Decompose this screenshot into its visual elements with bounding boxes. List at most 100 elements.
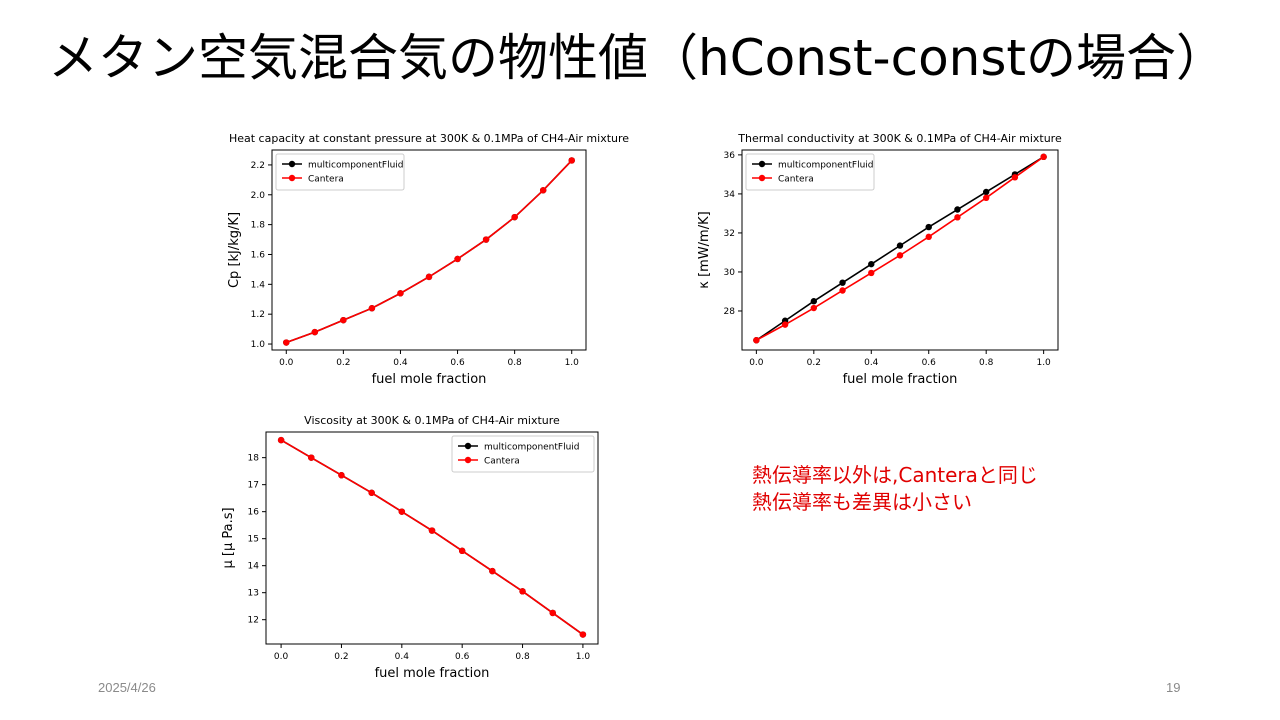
x-tick-label: 0.6	[455, 652, 470, 662]
data-point-Cantera	[1040, 153, 1047, 161]
annotation-note: 熱伝導率以外は,Canteraと同じ 熱伝導率も差異は小さい	[752, 462, 1038, 516]
x-tick-label: 0.2	[334, 652, 348, 662]
data-point-Cantera	[810, 304, 818, 312]
data-point-Cantera	[896, 252, 904, 259]
data-point-Cantera	[781, 321, 789, 328]
x-tick-label: 0.4	[395, 652, 410, 662]
legend-box	[451, 435, 595, 473]
x-tick-label: 0.4	[864, 358, 879, 368]
data-point-multicomponentFluid	[954, 206, 961, 213]
y-tick-label: 14	[248, 562, 260, 572]
plot-frame	[741, 149, 1059, 351]
data-point-multicomponentFluid	[839, 279, 846, 286]
legend-label: multicomponentFluid	[308, 161, 404, 171]
data-point-Cantera	[982, 194, 990, 202]
y-tick-label: 17	[248, 481, 259, 491]
data-point-Cantera	[398, 508, 406, 515]
data-point-Cantera	[283, 339, 290, 346]
x-tick-label: 0.0	[279, 358, 294, 368]
y-tick-label: 1.8	[251, 221, 266, 231]
data-point-Cantera	[868, 269, 875, 277]
data-point-Cantera	[489, 567, 496, 575]
data-point-multicomponentFluid	[810, 298, 818, 305]
y-axis-label: μ [μ Pa.s]	[221, 507, 236, 568]
data-point-Cantera	[954, 214, 961, 221]
legend-label: Cantera	[778, 175, 814, 185]
y-tick-label: 2.2	[251, 161, 265, 171]
slide-title: メタン空気混合気の物性値（hConst-constの場合）	[48, 29, 1227, 87]
data-point-Cantera	[397, 290, 404, 297]
data-point-Cantera	[308, 454, 315, 461]
y-tick-label: 18	[248, 454, 260, 464]
data-point-Cantera	[925, 233, 932, 241]
legend-marker	[464, 456, 472, 464]
chart-title: Heat capacity at constant pressure at 30…	[229, 132, 629, 145]
x-tick-label: 1.0	[565, 358, 580, 368]
y-axis-label: κ [mW/m/K]	[697, 211, 712, 288]
x-tick-label: 0.4	[393, 358, 408, 368]
y-tick-label: 1.6	[251, 250, 266, 260]
y-tick-label: 36	[724, 151, 736, 161]
data-point-Cantera	[454, 255, 461, 263]
y-tick-label: 13	[248, 589, 259, 599]
x-axis-label: fuel mole fraction	[372, 372, 487, 387]
x-tick-label: 0.2	[336, 358, 350, 368]
thermal-conductivity-chart: Thermal conductivity at 300K & 0.1MPa of…	[697, 132, 1062, 387]
legend-marker	[288, 174, 296, 182]
data-point-Cantera	[579, 631, 587, 638]
note-line-2: 熱伝導率も差異は小さい	[752, 490, 972, 514]
slide-date: 2025/4/26	[98, 680, 156, 695]
data-point-Cantera	[539, 187, 547, 194]
legend-marker	[288, 160, 296, 168]
slide-page-number: 19	[1166, 680, 1181, 695]
note-line-1: 熱伝導率以外は,Canteraと同じ	[752, 463, 1038, 487]
y-tick-label: 28	[724, 307, 736, 317]
y-tick-label: 32	[724, 229, 735, 239]
data-point-multicomponentFluid	[896, 242, 904, 249]
legend-marker	[464, 442, 472, 450]
data-point-Cantera	[368, 489, 375, 496]
y-tick-label: 16	[248, 508, 260, 518]
x-tick-label: 0.6	[450, 358, 465, 368]
data-point-Cantera	[425, 273, 433, 281]
x-tick-label: 1.0	[1036, 358, 1051, 368]
y-tick-label: 12	[248, 616, 259, 626]
x-tick-label: 0.0	[274, 652, 289, 662]
legend-label: Cantera	[308, 175, 344, 185]
x-tick-label: 0.6	[922, 358, 937, 368]
plot-frame	[271, 149, 587, 351]
y-tick-label: 1.0	[251, 340, 266, 350]
data-point-multicomponentFluid	[868, 260, 875, 268]
x-tick-label: 0.0	[749, 358, 764, 368]
data-point-Cantera	[549, 609, 556, 617]
chart-title: Thermal conductivity at 300K & 0.1MPa of…	[737, 132, 1062, 145]
heat-capacity-chart: Heat capacity at constant pressure at 30…	[227, 132, 629, 387]
data-point-Cantera	[482, 236, 490, 243]
legend-label: multicomponentFluid	[484, 443, 580, 453]
data-point-Cantera	[340, 316, 347, 324]
viscosity-chart: Viscosity at 300K & 0.1MPa of CH4-Air mi…	[221, 414, 599, 681]
data-point-Cantera	[368, 305, 376, 312]
y-tick-label: 30	[724, 268, 736, 278]
x-tick-label: 0.8	[515, 652, 530, 662]
data-point-Cantera	[568, 157, 575, 164]
plot-frame	[265, 431, 599, 645]
x-tick-label: 0.8	[979, 358, 994, 368]
legend-marker	[758, 174, 766, 182]
y-tick-label: 1.2	[251, 310, 265, 320]
y-tick-label: 15	[248, 535, 259, 545]
data-point-Cantera	[277, 436, 285, 444]
y-tick-label: 34	[724, 190, 736, 200]
data-point-Cantera	[1011, 174, 1019, 181]
data-point-multicomponentFluid	[982, 188, 990, 196]
x-tick-label: 1.0	[576, 652, 591, 662]
data-point-Cantera	[519, 588, 526, 595]
y-axis-label: Cp [kJ/kg/K]	[227, 212, 242, 288]
data-point-Cantera	[311, 328, 319, 336]
legend-box	[275, 153, 405, 191]
data-point-Cantera	[428, 527, 436, 534]
data-point-Cantera	[753, 337, 760, 344]
legend-label: Cantera	[484, 457, 520, 467]
x-tick-label: 0.8	[507, 358, 522, 368]
data-point-Cantera	[458, 547, 466, 555]
